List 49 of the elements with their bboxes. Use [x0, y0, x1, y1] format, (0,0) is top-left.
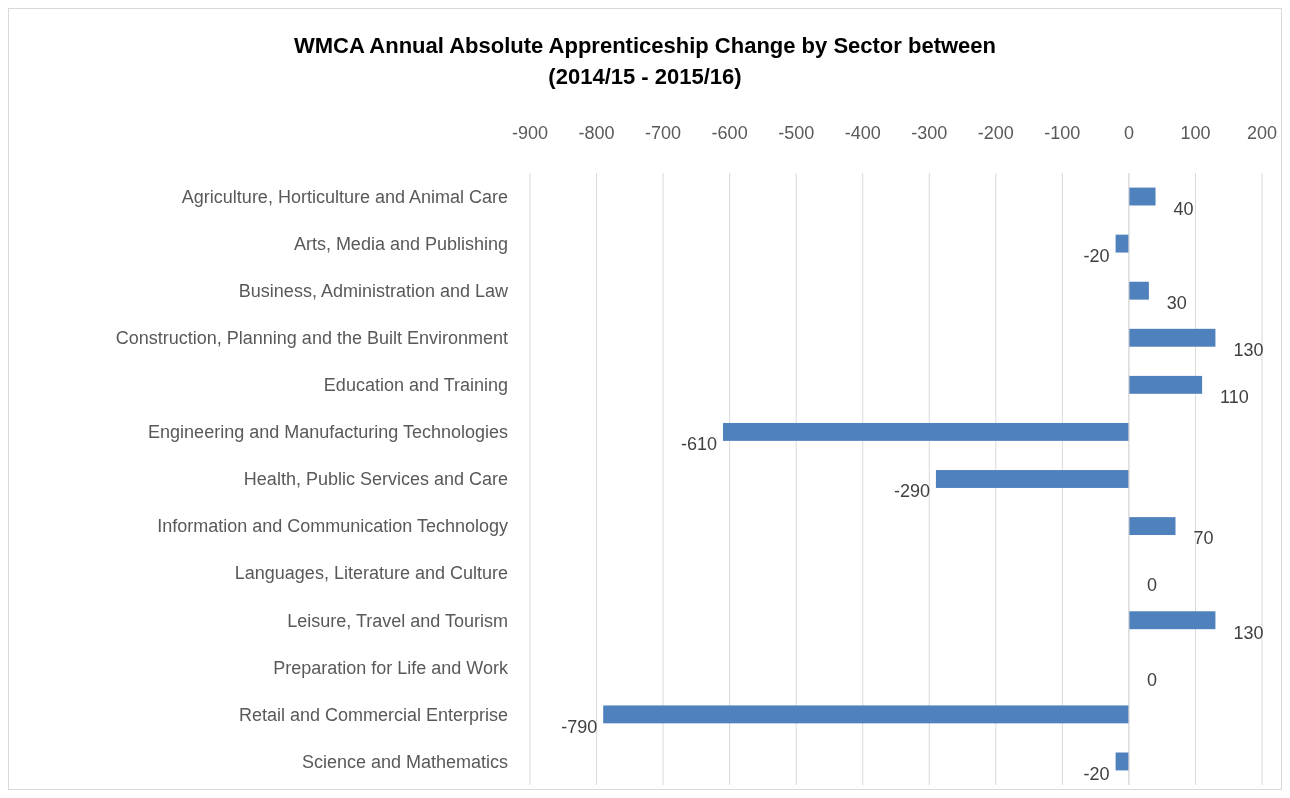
- y-tick-label: Engineering and Manufacturing Technologies: [148, 422, 508, 443]
- x-tick-label: -100: [1044, 123, 1081, 143]
- bar: [1128, 328, 1216, 347]
- data-label: -290: [893, 481, 930, 502]
- y-tick-label: Business, Administration and Law: [238, 280, 509, 301]
- x-tick-label: -400: [844, 123, 881, 143]
- data-label: -610: [680, 434, 717, 455]
- bar: [1128, 611, 1216, 630]
- chart-title: WMCA Annual Absolute Apprenticeship Change by Sector between (2014/15 - 2015/16): [293, 33, 997, 89]
- data-label: -20: [1083, 763, 1110, 784]
- bar: [1128, 281, 1149, 300]
- bar: [1128, 187, 1156, 206]
- data-label: 130: [1233, 340, 1264, 361]
- bar: [935, 470, 1129, 488]
- x-tick-label: 200: [1246, 123, 1278, 143]
- y-tick-label: Health, Public Services and Care: [243, 469, 508, 490]
- bar: [1128, 517, 1176, 536]
- x-tick-label: -500: [778, 123, 815, 143]
- y-tick-label: Agriculture, Horticulture and Animal Care: [181, 186, 508, 207]
- x-tick-label: -700: [645, 123, 682, 143]
- bar: [1115, 234, 1129, 253]
- bar: [722, 422, 1129, 441]
- data-label: 130: [1233, 622, 1264, 643]
- data-label: 0: [1146, 575, 1157, 596]
- x-tick-label: 0: [1123, 123, 1134, 143]
- data-label: 70: [1193, 528, 1214, 549]
- bar: [1128, 375, 1203, 394]
- data-label: -790: [561, 716, 598, 737]
- y-tick-label: Retail and Commercial Enterprise: [238, 704, 508, 725]
- x-tick-label: -900: [511, 123, 549, 143]
- y-tick-label: Education and Training: [323, 375, 508, 396]
- y-tick-label: Construction, Planning and the Built Environment: [115, 328, 508, 349]
- bar: [603, 705, 1129, 724]
- x-tick-label: -200: [977, 123, 1014, 143]
- x-tick-label: -300: [911, 123, 948, 143]
- x-tick-label: -800: [578, 123, 615, 143]
- data-label: 0: [1146, 669, 1157, 690]
- y-tick-label: Leisure, Travel and Tourism: [287, 610, 508, 631]
- x-tick-label: 100: [1180, 123, 1211, 143]
- y-tick-label: Languages, Literature and Culture: [234, 563, 508, 584]
- y-tick-label: Preparation for Life and Work: [273, 657, 509, 678]
- y-tick-label: Information and Communication Technology: [157, 516, 508, 537]
- y-tick-label: Science and Mathematics: [301, 751, 508, 772]
- data-label: 110: [1220, 387, 1249, 408]
- data-label: 30: [1166, 292, 1187, 313]
- data-label: -20: [1083, 245, 1110, 266]
- data-label: 40: [1173, 198, 1194, 219]
- x-tick-label: -600: [711, 123, 748, 143]
- y-tick-label: Arts, Media and Publishing: [293, 233, 508, 254]
